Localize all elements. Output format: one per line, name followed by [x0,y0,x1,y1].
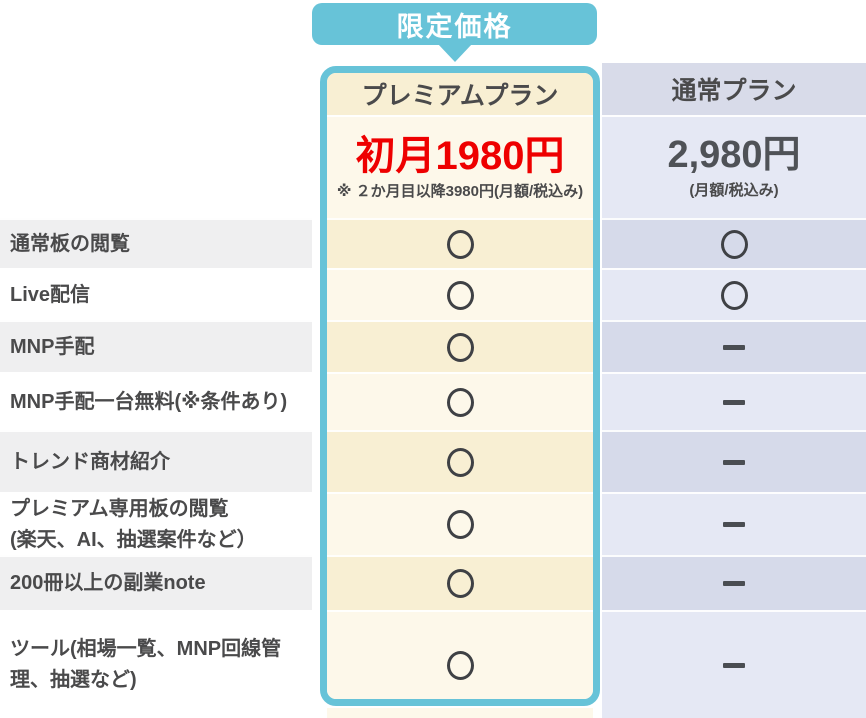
availability-mark [723,581,745,586]
feature-label: 200冊以上の副業note [10,572,206,594]
regular-mark-cell [602,268,866,320]
premium-plan-header: プレミアムプラン [327,73,593,115]
availability-mark [723,662,745,668]
label-spacer-header [0,63,312,115]
regular-price: 2,980円 [667,134,801,177]
availability-mark [723,522,745,527]
regular-mark-cell [602,430,866,492]
premium-plan-name: プレミアムプラン [361,82,559,110]
feature-row-label: ツール(相場一覧、MNP回線管理、抽選など) [0,610,312,718]
premium-plan-column: プレミアムプラン 初月1980円 ※ ２か月目以降3980円(月額/税込み) [320,66,600,706]
premium-mark-cell [327,492,593,555]
feature-label: ツール(相場一覧、MNP回線管理、抽選など) [10,638,282,691]
feature-label: MNP手配一台無料(※条件あり) [10,390,288,413]
premium-mark-cell [327,430,593,492]
regular-plan-name: 通常プラン [671,77,797,105]
feature-label: トレンド商材紹介 [10,450,170,473]
regular-price-cell: 2,980円 (月額/税込み) [602,115,866,218]
premium-column-bottom-strip [327,708,593,718]
availability-mark [723,344,745,350]
premium-mark-cell [327,610,593,699]
regular-plan-header: 通常プラン [602,63,866,115]
availability-mark [446,280,474,310]
premium-price-cell: 初月1980円 ※ ２か月目以降3980円(月額/税込み) [327,115,593,218]
availability-mark [446,447,474,477]
availability-mark [723,399,745,405]
regular-mark-cell [602,320,866,372]
availability-mark [446,229,474,259]
regular-mark-cell [602,610,866,718]
feature-row-label: MNP手配一台無料(※条件あり) [0,372,312,430]
premium-mark-cell [327,268,593,320]
feature-label-column: 通常板の閲覧 Live配信 MNP手配 MNP手配一台無料(※条件あり) トレン… [0,63,312,718]
regular-mark-cell [602,218,866,268]
limited-price-label: 限定価格 [396,11,513,42]
premium-mark-cell [327,555,593,610]
feature-label: Live配信 [10,283,91,306]
feature-row-label: プレミアム専用板の閲覧 (楽天、AI、抽選案件など） [0,492,312,555]
badge-pointer-triangle [438,44,472,62]
availability-mark [446,651,474,680]
regular-plan-column: 通常プラン 2,980円 (月額/税込み) [602,63,866,718]
availability-mark [446,332,474,362]
regular-mark-cell [602,492,866,555]
limited-price-badge: 限定価格 [312,3,597,45]
label-spacer-price [0,115,312,218]
feature-row-label: 通常板の閲覧 [0,218,312,268]
feature-row-label: トレンド商材紹介 [0,430,312,492]
feature-label: プレミアム専用板の閲覧 (楽天、AI、抽選案件など） [10,497,257,551]
premium-mark-cell [327,372,593,430]
premium-price-note: ※ ２か月目以降3980円(月額/税込み) [336,183,584,201]
premium-price: 初月1980円 [355,134,565,179]
feature-row-label: Live配信 [0,268,312,320]
availability-mark [720,280,748,310]
premium-mark-cell [327,320,593,372]
feature-row-label: MNP手配 [0,320,312,372]
regular-mark-cell [602,555,866,610]
availability-mark [446,510,474,539]
availability-mark [723,459,745,465]
regular-price-note: (月額/税込み) [689,182,779,200]
availability-mark [446,569,474,598]
feature-label: 通常板の閲覧 [10,232,130,255]
availability-mark [720,229,748,259]
feature-row-label: 200冊以上の副業note [0,555,312,610]
regular-mark-cell [602,372,866,430]
availability-mark [446,387,474,417]
feature-label: MNP手配 [10,335,95,358]
premium-mark-cell [327,218,593,268]
